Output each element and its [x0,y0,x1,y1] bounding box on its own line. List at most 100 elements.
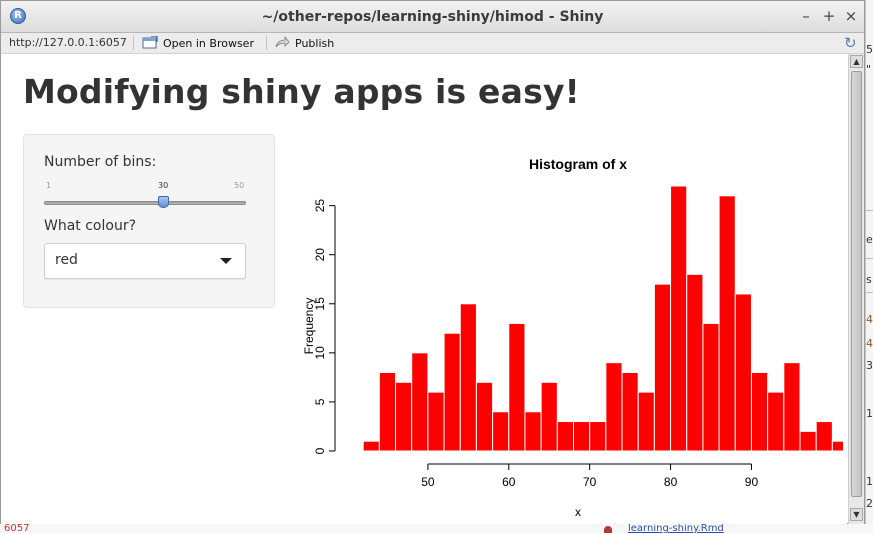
title-bar[interactable]: R ~/other-repos/learning-shiny/himod - S… [1,1,864,33]
x-tick-label: 90 [745,475,759,489]
y-tick-label: 10 [313,346,327,360]
viewer-toolbar: http://127.0.0.1:6057 Open in Browser Pu… [1,33,864,54]
x-tick-label: 60 [502,475,516,489]
x-axis-label: x [575,505,581,519]
histogram-bar [378,371,397,452]
background-glyph: 3 [866,359,873,372]
background-glyph: " [866,63,872,76]
x-tick-label: 70 [583,475,597,489]
y-tick-label: 20 [313,248,327,262]
histogram-bar [799,430,817,452]
histogram-bars [362,185,843,452]
histogram-bar [831,440,843,452]
url-display: http://127.0.0.1:6057 [9,36,127,49]
colour-select[interactable]: red [44,243,246,279]
y-tick-label: 0 [313,447,327,454]
minimize-button[interactable]: – [802,7,810,25]
histogram-bar [750,371,769,452]
sidebar-panel: Number of bins: 1 30 50 What colour? red [23,134,275,308]
histogram-bar [524,411,542,452]
publish-label: Publish [295,37,335,50]
background-glyph: 4 [866,337,873,350]
slider-value-label: 30 [158,181,169,190]
y-axis-label: Frequency [302,298,316,355]
open-in-browser-label: Open in Browser [163,37,254,50]
browser-window-icon [142,36,158,49]
background-glyph: 2 [866,497,873,510]
x-axis: 50 60 70 80 90 [421,463,759,489]
histogram-bar [362,440,380,452]
publish-icon [275,36,290,48]
y-tick-label: 25 [313,199,327,213]
histogram-bar [508,322,526,452]
window-title: ~/other-repos/learning-shiny/himod - Shi… [261,9,604,25]
toolbar-separator [133,36,134,50]
background-divider [865,258,873,259]
background-ide-bottom [0,524,873,533]
histogram-bar [556,421,575,452]
chevron-down-icon [220,258,232,264]
y-tick-label: 5 [313,398,327,405]
histogram-bar [411,352,429,452]
refresh-icon[interactable]: ↻ [844,34,857,52]
vertical-scrollbar[interactable]: ▲ ▼ [848,54,864,524]
background-divider [865,210,873,211]
colour-label: What colour? [44,218,137,234]
histogram-bar [653,283,672,452]
background-file-icon [604,526,612,533]
colour-select-value: red [55,252,78,268]
histogram-bar [815,421,833,452]
background-file-link[interactable]: learning-shiny.Rmd [628,523,724,534]
x-tick-label: 80 [664,475,678,489]
histogram-bar [605,362,623,452]
publish-button[interactable]: Publish [274,36,334,50]
histogram-bar [589,421,607,452]
y-tick-label: 15 [313,297,327,311]
bins-slider-track[interactable] [44,201,246,205]
shiny-app-content: Modifying shiny apps is easy! Number of … [1,54,847,524]
background-glyph: 5 [866,43,873,56]
histogram-bar [718,195,736,452]
scroll-up-icon[interactable]: ▲ [850,55,863,68]
y-axis: 0 5 10 15 20 25 [313,199,336,454]
histogram-bar [443,332,461,452]
page-title: Modifying shiny apps is easy! [23,72,580,111]
histogram-bar [573,421,591,452]
background-glyph: 1 [866,407,873,420]
background-divider [865,292,873,293]
histogram-plot: Histogram of x x Frequency 50 60 70 80 90 0 5… [302,156,843,519]
background-glyph: 1 [866,475,873,488]
maximize-button[interactable]: + [822,7,836,25]
histogram-bar [427,391,445,452]
histogram-bar [475,381,494,452]
slider-min-label: 1 [46,181,52,190]
histogram-bar [540,381,558,452]
histogram-bar [621,371,639,452]
background-glyph: s [866,273,872,286]
scroll-down-icon[interactable]: ▼ [850,508,863,521]
histogram-bar [686,273,704,452]
slider-max-label: 50 [234,181,245,190]
histogram-bar [492,411,510,452]
r-app-icon: R [10,8,26,24]
x-tick-label: 50 [421,475,435,489]
histogram-bar [767,391,785,452]
open-in-browser-button[interactable]: Open in Browser [142,36,254,50]
background-glyph: 4 [866,313,873,326]
toolbar-separator [266,36,267,50]
histogram-bar [734,293,752,452]
histogram-bar [459,303,477,452]
bins-label: Number of bins: [44,154,157,170]
chart-title: Histogram of x [529,156,627,172]
histogram-bar [702,322,720,452]
background-glyph: e [866,233,873,246]
scrollbar-thumb[interactable] [851,71,862,497]
close-button[interactable]: × [844,7,858,25]
bins-slider-handle[interactable] [158,196,170,208]
histogram-bar [395,381,413,452]
histogram-bar [670,185,688,452]
histogram-bar [637,391,655,452]
background-ide-panel [865,0,873,533]
background-port-text: 6057 [4,523,30,534]
histogram-bar [783,362,801,452]
